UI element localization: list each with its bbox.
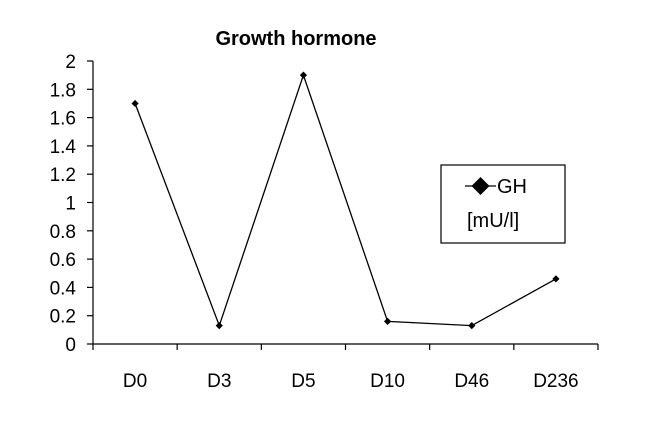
series-line — [134, 73, 557, 328]
chart-title: Growth hormone — [215, 28, 376, 50]
x-tick-label: D0 — [123, 371, 147, 392]
legend-label-line1: GH — [497, 176, 527, 198]
data-point-marker — [383, 317, 392, 325]
series-layer — [131, 71, 560, 330]
y-tick-label: 1.4 — [50, 137, 77, 158]
y-tick-label: 1.8 — [50, 80, 76, 101]
x-tick-label: D3 — [207, 371, 231, 392]
legend-label-line2: [mU/l] — [467, 210, 519, 232]
legend-diamond-marker-icon — [471, 177, 490, 195]
data-point-marker — [299, 71, 308, 79]
data-point-marker — [552, 275, 560, 283]
x-axis: D0 D3 D5 D10 D46 D236 — [92, 343, 599, 392]
data-point-marker — [468, 322, 476, 330]
x-tick-label: D5 — [291, 371, 315, 392]
y-tick-label: 1 — [65, 194, 76, 215]
y-tick-label: 0 — [65, 335, 76, 356]
data-point-marker — [215, 322, 223, 330]
y-tick-label: 2 — [65, 52, 76, 73]
x-tick-label: D46 — [454, 371, 489, 392]
y-tick-label: 0.2 — [50, 307, 76, 328]
y-tick-label: 0.6 — [50, 250, 76, 271]
x-tick-label: D10 — [370, 371, 405, 392]
y-tick-label: 1.2 — [50, 165, 76, 186]
y-tick-label: 0.4 — [50, 278, 77, 299]
x-tick-label: D236 — [533, 371, 578, 392]
y-axis: 0 0.2 0.4 0.6 0.8 1 1.2 1.4 1.6 1.8 2 — [50, 52, 94, 356]
legend: GH [mU/l] — [440, 164, 566, 244]
y-tick-label: 0.8 — [50, 222, 76, 243]
data-point-marker — [131, 99, 139, 108]
legend-box — [440, 164, 566, 244]
y-tick-label: 1.6 — [50, 109, 76, 130]
